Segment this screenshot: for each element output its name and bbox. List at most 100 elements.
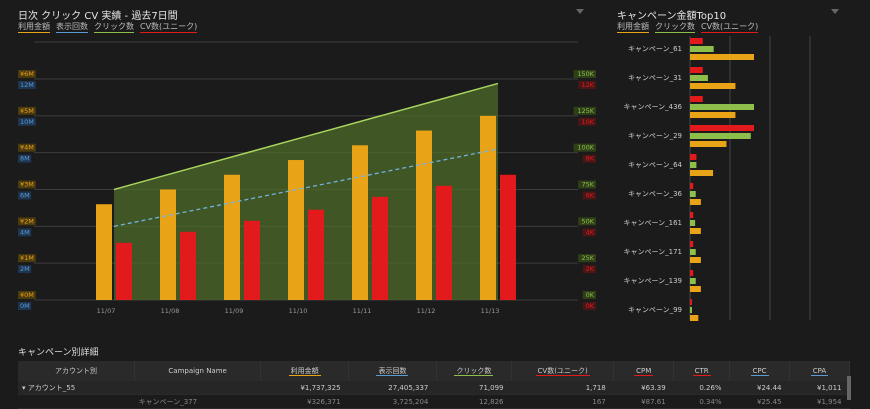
table-cell: 0.34% <box>673 394 730 409</box>
table-cell: ¥1,011 <box>789 381 850 395</box>
side-category-label: キャンペーン_436 <box>623 103 682 111</box>
legend-item[interactable]: CV数(ユニーク) <box>140 22 198 33</box>
cv-bar <box>244 220 260 300</box>
table-cell: ▾ アカウント_55 <box>18 381 135 395</box>
side-bar <box>690 83 736 89</box>
axis-tick-label: 4M <box>20 228 30 236</box>
legend-item[interactable]: CV数(ユニーク) <box>701 22 759 33</box>
axis-tick-label: 2M <box>20 265 30 273</box>
table-row[interactable]: ▾ アカウント_55 ¥1,737,325 27,405,337 71,099 1,71… <box>18 381 850 395</box>
axis-tick-label: ¥2M <box>20 217 34 225</box>
axis-label-bg <box>578 254 596 263</box>
cv-bar <box>436 185 452 300</box>
side-chart: キャンペーン_61 キャンペーン_31 キャンペーン_436 キャンペーン_29 キャン… <box>623 36 811 321</box>
side-bar <box>690 257 701 263</box>
axis-label-bg <box>18 180 36 189</box>
axis-tick-label: ¥3M <box>20 181 34 189</box>
cost-bar <box>416 130 432 300</box>
axis-tick-label: 8M <box>20 155 30 163</box>
table-row[interactable]: キャンペーン_377 ¥326,371 3,725,204 12,826 167 ¥87.… <box>18 394 850 409</box>
side-bar <box>690 183 694 189</box>
legend-item[interactable]: 利用金額 <box>18 22 50 33</box>
table-header[interactable]: クリック数 <box>436 361 513 381</box>
side-bar <box>690 307 692 313</box>
table-header[interactable]: CPA <box>789 361 851 381</box>
side-category-label: キャンペーン_31 <box>628 74 682 82</box>
side-bar <box>690 133 751 139</box>
table-cell: ¥1,954 <box>789 394 850 409</box>
cv-bar <box>372 196 388 300</box>
axis-label-bg <box>578 81 596 89</box>
table-title: キャンペーン別詳細 <box>18 348 99 358</box>
side-bar <box>690 75 708 81</box>
table-cell: 1,718 <box>511 381 614 395</box>
axis-tick-label: 0K <box>586 291 595 299</box>
side-category-label: キャンペーン_64 <box>628 161 683 169</box>
table-header[interactable]: CPC <box>729 361 790 381</box>
axis-tick-label: 75K <box>581 181 594 189</box>
legend-item[interactable]: 利用金額 <box>617 22 649 33</box>
legend-item[interactable]: 表示回数 <box>56 22 88 33</box>
axis-label-bg <box>18 254 36 263</box>
table-cell: ¥326,371 <box>260 394 349 409</box>
cv-bar <box>180 231 196 300</box>
axis-tick-label: 10M <box>20 118 34 126</box>
table-header[interactable]: アカウント別 <box>18 361 136 381</box>
legend-item[interactable]: クリック数 <box>94 22 134 33</box>
table-header[interactable]: 表示回数 <box>348 361 437 381</box>
side-bar <box>690 220 696 226</box>
axis-label-bg <box>582 154 596 163</box>
axis-tick-label: 0K <box>586 302 595 310</box>
side-bar <box>690 154 697 160</box>
axis-label-bg <box>573 106 596 115</box>
side-bar <box>690 228 701 234</box>
side-bar <box>690 212 694 218</box>
table-cell: 71,099 <box>436 381 512 395</box>
table-cell: 167 <box>511 394 614 409</box>
axis-tick-label: 4K <box>586 228 595 236</box>
axis-label-bg <box>582 191 596 200</box>
axis-tick-label: ¥0M <box>20 291 34 299</box>
axis-tick-label: 125K <box>577 107 594 115</box>
side-bar <box>690 112 736 118</box>
side-bar <box>690 191 696 197</box>
cost-bar <box>352 145 368 300</box>
side-bar <box>690 278 696 284</box>
axis-tick-label: 0M <box>20 302 30 310</box>
table-cell: 12,826 <box>436 394 512 409</box>
axis-tick-label: ¥4M <box>20 144 34 152</box>
axis-tick-label: 6K <box>586 192 595 200</box>
cv-bar <box>116 242 132 300</box>
axis-tick-label: 100K <box>577 144 594 152</box>
side-bar <box>690 38 703 44</box>
table-header[interactable]: Campaign Name <box>134 361 262 381</box>
axis-tick-label: ¥6M <box>20 70 34 78</box>
x-tick-label: 11/11 <box>353 307 372 315</box>
axis-label-bg <box>573 70 596 78</box>
table-cell: キャンペーン_377 <box>134 394 261 409</box>
side-category-label: キャンペーン_161 <box>623 219 682 227</box>
main-chart-legend: 利用金額 表示回数 クリック数 CV数(ユニーク) <box>18 21 203 33</box>
axis-tick-label: 25K <box>581 254 594 262</box>
table-cell <box>134 381 261 395</box>
axis-label-bg <box>18 154 32 163</box>
side-category-label: キャンペーン_61 <box>628 45 682 53</box>
axis-label-bg <box>578 180 596 189</box>
axis-tick-label: 10K <box>581 118 594 126</box>
table-header[interactable]: CTR <box>673 361 731 381</box>
table-scrollbar[interactable] <box>847 376 851 400</box>
main-chart-menu-icon[interactable] <box>576 9 584 14</box>
side-bar <box>690 249 696 255</box>
table-header[interactable]: 利用金額 <box>260 361 350 381</box>
table-header[interactable]: CV数(ユニーク) <box>511 361 615 381</box>
table-header[interactable]: CPM <box>613 361 675 381</box>
axis-tick-label: 8K <box>586 155 595 163</box>
axis-tick-label: ¥5M <box>20 107 34 115</box>
legend-item[interactable]: クリック数 <box>655 22 695 33</box>
side-chart-title: キャンペーン金額Top10 <box>617 11 727 22</box>
side-bar <box>690 170 714 176</box>
side-bar <box>690 299 692 305</box>
axis-label-bg <box>18 70 36 78</box>
side-chart-menu-icon[interactable] <box>831 9 839 14</box>
axis-label-bg <box>582 302 596 310</box>
